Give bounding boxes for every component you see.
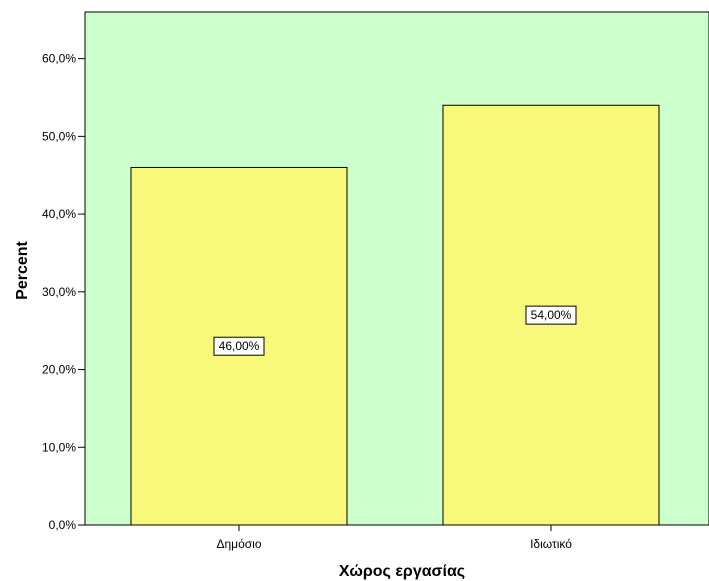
bars-group: 46,00% 54,00% bbox=[130, 104, 660, 526]
y-tick-label-0: 0,0% bbox=[49, 518, 77, 532]
y-tick-label-2: 20,0% bbox=[42, 363, 76, 377]
data-label-box-1 bbox=[213, 336, 265, 356]
y-tick-label-6: 60,0% bbox=[42, 52, 76, 66]
x-axis-title: Χώρος εργασίας bbox=[339, 563, 465, 580]
y-tick-label-3: 30,0% bbox=[42, 285, 76, 299]
data-label-2: 54,00% bbox=[531, 308, 572, 322]
data-label-1: 46,00% bbox=[219, 339, 260, 353]
y-axis-title: Percent bbox=[14, 240, 31, 299]
x-axis: Δημόσιο Ιδιωτικό bbox=[85, 524, 709, 551]
y-tick-label-5: 50,0% bbox=[42, 129, 76, 143]
y-tick-label-4: 40,0% bbox=[42, 207, 76, 221]
y-tick-label-1: 10,0% bbox=[42, 440, 76, 454]
y-axis: 0,0% 10,0% 20,0% 30,0% 40,0% 50,0% 60,0% bbox=[42, 12, 86, 532]
x-tick-label-1: Ιδιωτικό bbox=[530, 537, 572, 551]
x-tick-label-0: Δημόσιο bbox=[216, 537, 261, 551]
data-label-box-2 bbox=[525, 305, 577, 325]
